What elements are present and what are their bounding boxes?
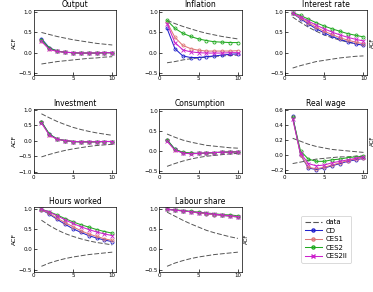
Text: ACF: ACF <box>370 136 373 146</box>
Title: Output: Output <box>62 1 88 9</box>
Text: ACF: ACF <box>370 37 373 48</box>
Title: Real wage: Real wage <box>306 99 346 108</box>
Y-axis label: ACF: ACF <box>12 135 18 147</box>
Text: ACF: ACF <box>244 234 249 244</box>
Title: Labour share: Labour share <box>175 197 226 206</box>
Title: Hours worked: Hours worked <box>48 197 101 206</box>
Legend: data, CD, CES1, CES2, CES2II: data, CD, CES1, CES2, CES2II <box>301 216 351 263</box>
Title: Interest rate: Interest rate <box>302 1 350 9</box>
Y-axis label: ACF: ACF <box>12 233 18 245</box>
Title: Investment: Investment <box>53 99 97 108</box>
Title: Consumption: Consumption <box>175 99 226 108</box>
Title: Inflation: Inflation <box>185 1 216 9</box>
Y-axis label: ACF: ACF <box>12 36 18 49</box>
